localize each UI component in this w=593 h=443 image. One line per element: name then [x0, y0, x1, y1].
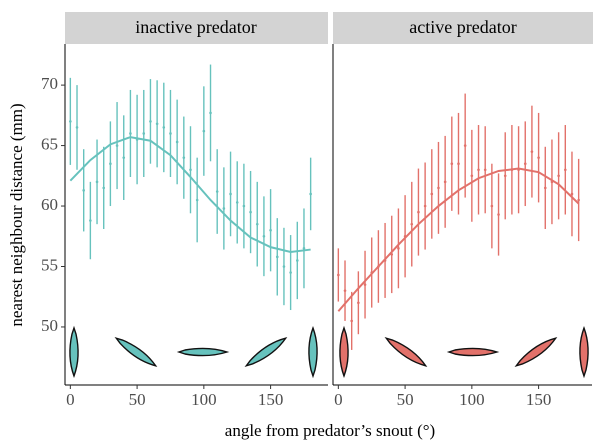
point [450, 162, 454, 166]
point [350, 319, 353, 323]
point [202, 129, 206, 133]
point [337, 273, 340, 277]
point [189, 168, 192, 172]
point [229, 192, 232, 196]
point [577, 198, 580, 202]
x-tick-label: 50 [397, 390, 414, 409]
x-tick-label: 150 [526, 390, 552, 409]
point [222, 207, 226, 210]
point [423, 204, 427, 208]
y-tick-label: 65 [41, 134, 58, 153]
strip [333, 12, 593, 44]
point [269, 228, 272, 232]
point [470, 174, 474, 178]
point [122, 156, 126, 159]
y-tick-label: 55 [41, 255, 58, 274]
point [242, 204, 246, 208]
point [543, 186, 547, 190]
point [343, 289, 347, 292]
point [115, 144, 119, 147]
point [309, 192, 312, 196]
point [397, 247, 400, 250]
point [142, 132, 146, 135]
point [282, 265, 286, 268]
point [275, 255, 279, 259]
point [483, 168, 487, 172]
point [563, 168, 567, 172]
point [417, 210, 420, 214]
point [302, 247, 306, 250]
fit-line [69, 136, 311, 254]
fit-line [337, 167, 580, 312]
point [69, 120, 72, 123]
point [249, 210, 252, 214]
point [209, 111, 212, 115]
x-tick-label: 0 [66, 390, 75, 409]
panel-title: active predator [409, 17, 516, 37]
y-tick-label: 50 [41, 316, 58, 335]
x-tick-label: 50 [129, 390, 146, 409]
point [490, 204, 494, 208]
point [537, 156, 540, 159]
point [95, 180, 99, 184]
point [175, 140, 179, 144]
y-axis-label: nearest neighbour distance (mm) [7, 103, 26, 326]
point [109, 162, 112, 166]
point [497, 213, 500, 216]
fish-icons [339, 325, 589, 379]
panel-title: inactive predator [135, 17, 256, 37]
point [215, 190, 219, 193]
point [523, 162, 527, 166]
x-axis-label: angle from predator’s snout (°) [225, 421, 435, 440]
point [363, 283, 367, 286]
point [169, 132, 172, 135]
y-tick-label: 60 [41, 195, 58, 214]
point [75, 126, 79, 129]
x-tick-label: 100 [191, 390, 217, 409]
point [443, 180, 447, 184]
point [149, 120, 152, 123]
point [410, 222, 414, 226]
point [477, 168, 480, 172]
point [570, 192, 574, 196]
point [457, 162, 460, 166]
point [503, 174, 507, 178]
fish-icons [69, 325, 318, 379]
point [289, 271, 292, 274]
point [437, 186, 440, 190]
point [530, 150, 534, 153]
x-tick-label: 100 [459, 390, 485, 409]
point [430, 192, 434, 196]
point [262, 234, 266, 238]
point [82, 189, 85, 192]
point [182, 156, 186, 159]
strip [65, 12, 328, 44]
point [162, 126, 166, 129]
x-tick-label: 150 [258, 390, 284, 409]
y-tick-label: 70 [41, 74, 58, 93]
point [102, 186, 106, 190]
point [357, 301, 360, 305]
point [89, 219, 92, 222]
point [235, 201, 239, 204]
point [155, 122, 159, 126]
point [295, 259, 299, 262]
point [557, 174, 560, 178]
point [195, 198, 199, 202]
point [129, 132, 132, 135]
point [255, 222, 259, 226]
x-tick-label: 0 [334, 390, 343, 409]
point [463, 144, 467, 147]
